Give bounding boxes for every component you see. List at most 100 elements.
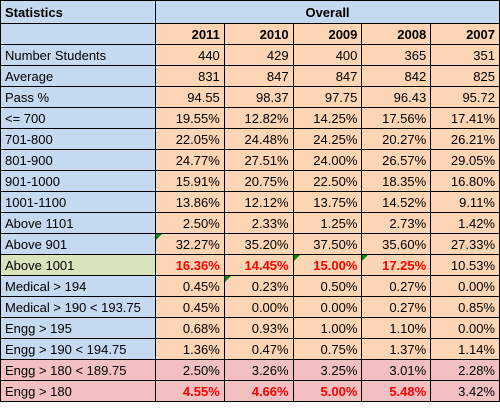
value-cell[interactable]: 35.20% bbox=[223, 233, 294, 255]
year-cell[interactable]: 2008 bbox=[361, 23, 432, 45]
value-cell[interactable]: 17.25% bbox=[361, 254, 432, 276]
value-cell[interactable]: 3.25% bbox=[292, 359, 363, 381]
value-cell[interactable]: 22.50% bbox=[292, 170, 363, 192]
value-cell[interactable]: 1.25% bbox=[292, 212, 363, 234]
row-label[interactable]: Average bbox=[0, 65, 156, 87]
value-cell[interactable]: 842 bbox=[361, 65, 432, 87]
value-cell[interactable]: 27.51% bbox=[223, 149, 294, 171]
row-label[interactable]: Engg > 180 bbox=[0, 380, 156, 402]
value-cell[interactable]: 2.73% bbox=[361, 212, 432, 234]
value-cell[interactable]: 3.01% bbox=[361, 359, 432, 381]
row-label[interactable]: 701-800 bbox=[0, 128, 156, 150]
value-cell[interactable]: 17.41% bbox=[430, 107, 500, 129]
value-cell[interactable]: 96.43 bbox=[361, 86, 432, 108]
value-cell[interactable]: 1.14% bbox=[430, 338, 500, 360]
value-cell[interactable]: 12.82% bbox=[223, 107, 294, 129]
row-label[interactable]: Engg > 195 bbox=[0, 317, 156, 339]
value-cell[interactable]: 3.42% bbox=[430, 380, 500, 402]
value-cell[interactable]: 37.50% bbox=[292, 233, 363, 255]
value-cell[interactable]: 1.37% bbox=[361, 338, 432, 360]
value-cell[interactable]: 2.50% bbox=[155, 359, 225, 381]
value-cell[interactable]: 440 bbox=[155, 44, 225, 66]
year-cell[interactable]: 2007 bbox=[430, 23, 500, 45]
value-cell[interactable]: 9.11% bbox=[430, 191, 500, 213]
row-label[interactable]: Engg > 180 < 189.75 bbox=[0, 359, 156, 381]
year-row-label[interactable] bbox=[0, 23, 156, 45]
value-cell[interactable]: 0.75% bbox=[292, 338, 363, 360]
value-cell[interactable]: 18.35% bbox=[361, 170, 432, 192]
value-cell[interactable]: 1.36% bbox=[155, 338, 225, 360]
year-cell[interactable]: 2009 bbox=[292, 23, 363, 45]
year-cell[interactable]: 2011 bbox=[155, 23, 225, 45]
value-cell[interactable]: 0.27% bbox=[361, 296, 432, 318]
value-cell[interactable]: 26.21% bbox=[430, 128, 500, 150]
value-cell[interactable]: 825 bbox=[430, 65, 500, 87]
value-cell[interactable]: 0.00% bbox=[292, 296, 363, 318]
row-label[interactable]: 1001-1100 bbox=[0, 191, 156, 213]
value-cell[interactable]: 95.72 bbox=[430, 86, 500, 108]
value-cell[interactable]: 4.66% bbox=[223, 380, 294, 402]
row-label[interactable]: Engg > 190 < 194.75 bbox=[0, 338, 156, 360]
value-cell[interactable]: 16.80% bbox=[430, 170, 500, 192]
value-cell[interactable]: 97.75 bbox=[292, 86, 363, 108]
value-cell[interactable]: 2.50% bbox=[155, 212, 225, 234]
value-cell[interactable]: 1.00% bbox=[292, 317, 363, 339]
value-cell[interactable]: 94.55 bbox=[155, 86, 225, 108]
value-cell[interactable]: 13.75% bbox=[292, 191, 363, 213]
value-cell[interactable]: 0.45% bbox=[155, 275, 225, 297]
value-cell[interactable]: 0.45% bbox=[155, 296, 225, 318]
row-label[interactable]: Above 1001 bbox=[0, 254, 156, 276]
value-cell[interactable]: 0.68% bbox=[155, 317, 225, 339]
value-cell[interactable]: 98.37 bbox=[223, 86, 294, 108]
row-label[interactable]: Number Students bbox=[0, 44, 156, 66]
value-cell[interactable]: 0.00% bbox=[430, 317, 500, 339]
value-cell[interactable]: 2.33% bbox=[223, 212, 294, 234]
value-cell[interactable]: 847 bbox=[223, 65, 294, 87]
row-label[interactable]: Above 1101 bbox=[0, 212, 156, 234]
row-label[interactable]: 901-1000 bbox=[0, 170, 156, 192]
value-cell[interactable]: 14.52% bbox=[361, 191, 432, 213]
value-cell[interactable]: 27.33% bbox=[430, 233, 500, 255]
value-cell[interactable]: 0.50% bbox=[292, 275, 363, 297]
value-cell[interactable]: 400 bbox=[292, 44, 363, 66]
value-cell[interactable]: 14.25% bbox=[292, 107, 363, 129]
value-cell[interactable]: 14.45% bbox=[223, 254, 294, 276]
value-cell[interactable]: 16.36% bbox=[155, 254, 225, 276]
value-cell[interactable]: 12.12% bbox=[223, 191, 294, 213]
value-cell[interactable]: 429 bbox=[223, 44, 294, 66]
value-cell[interactable]: 24.77% bbox=[155, 149, 225, 171]
value-cell[interactable]: 22.05% bbox=[155, 128, 225, 150]
value-cell[interactable]: 0.93% bbox=[223, 317, 294, 339]
value-cell[interactable]: 0.85% bbox=[430, 296, 500, 318]
value-cell[interactable]: 0.23% bbox=[223, 275, 294, 297]
value-cell[interactable]: 1.42% bbox=[430, 212, 500, 234]
value-cell[interactable]: 2.28% bbox=[430, 359, 500, 381]
value-cell[interactable]: 847 bbox=[292, 65, 363, 87]
value-cell[interactable]: 10.53% bbox=[430, 254, 500, 276]
value-cell[interactable]: 13.86% bbox=[155, 191, 225, 213]
value-cell[interactable]: 32.27% bbox=[155, 233, 225, 255]
value-cell[interactable]: 0.27% bbox=[361, 275, 432, 297]
value-cell[interactable]: 24.48% bbox=[223, 128, 294, 150]
value-cell[interactable]: 26.57% bbox=[361, 149, 432, 171]
value-cell[interactable]: 5.00% bbox=[292, 380, 363, 402]
year-cell[interactable]: 2010 bbox=[223, 23, 294, 45]
value-cell[interactable]: 831 bbox=[155, 65, 225, 87]
row-label[interactable]: Medical > 190 < 193.75 bbox=[0, 296, 156, 318]
value-cell[interactable]: 20.75% bbox=[223, 170, 294, 192]
value-cell[interactable]: 0.00% bbox=[430, 275, 500, 297]
statistics-header[interactable]: Statistics bbox=[0, 0, 156, 24]
value-cell[interactable]: 5.48% bbox=[361, 380, 432, 402]
row-label[interactable]: Medical > 194 bbox=[0, 275, 156, 297]
row-label[interactable]: Above 901 bbox=[0, 233, 156, 255]
value-cell[interactable]: 19.55% bbox=[155, 107, 225, 129]
value-cell[interactable]: 17.56% bbox=[361, 107, 432, 129]
value-cell[interactable]: 0.47% bbox=[223, 338, 294, 360]
row-label[interactable]: <= 700 bbox=[0, 107, 156, 129]
value-cell[interactable]: 29.05% bbox=[430, 149, 500, 171]
value-cell[interactable]: 20.27% bbox=[361, 128, 432, 150]
overall-header[interactable]: Overall bbox=[155, 0, 500, 24]
value-cell[interactable]: 0.00% bbox=[223, 296, 294, 318]
value-cell[interactable]: 3.26% bbox=[223, 359, 294, 381]
value-cell[interactable]: 351 bbox=[430, 44, 500, 66]
